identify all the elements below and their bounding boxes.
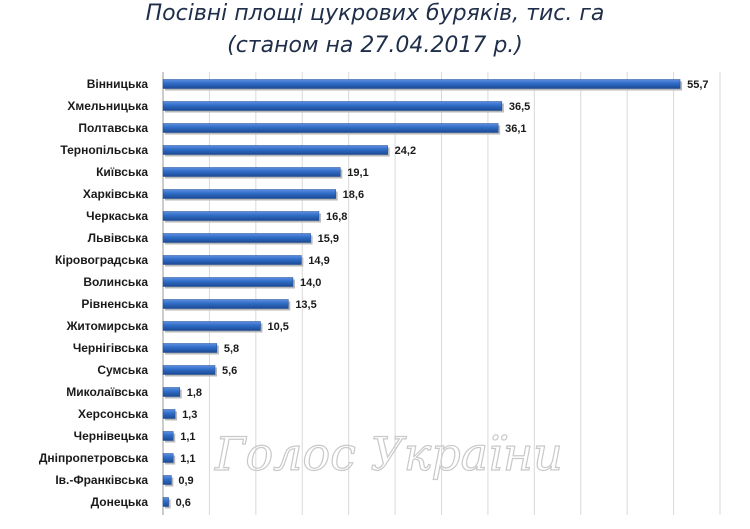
value-label: 5,6 xyxy=(222,365,237,377)
chart-title-line2: (станом на 27.04.2017 р.) xyxy=(227,33,523,58)
bar xyxy=(162,233,311,243)
category-label: Чернігівська xyxy=(73,341,148,355)
category-label: Рівненська xyxy=(81,297,148,311)
category-label: Дніпропетровська xyxy=(39,451,148,465)
category-label: Чернівецька xyxy=(74,429,149,443)
bar xyxy=(162,409,176,419)
category-label: Полтавська xyxy=(78,121,148,135)
bar xyxy=(162,497,169,507)
value-label: 16,8 xyxy=(326,211,347,223)
category-label: Сумська xyxy=(97,363,148,377)
bar xyxy=(162,101,503,111)
watermark-text: Голос України xyxy=(214,427,563,481)
bar xyxy=(162,475,172,485)
bars-group xyxy=(162,79,683,509)
value-label: 55,7 xyxy=(687,79,708,91)
value-label: 15,9 xyxy=(318,233,339,245)
category-label: Харківська xyxy=(83,187,148,201)
value-label: 18,6 xyxy=(343,189,364,201)
bar xyxy=(162,343,218,353)
bar xyxy=(162,211,320,221)
bar xyxy=(162,321,261,331)
category-label: Кіровоградська xyxy=(55,253,148,267)
labels-group: Вінницька 55,7 Хмельницька 36,5 Полтавська 36… xyxy=(39,77,709,509)
value-label: 36,1 xyxy=(505,123,526,135)
value-label: 0,9 xyxy=(178,475,193,487)
bar xyxy=(162,431,174,441)
bar xyxy=(162,277,294,287)
bar xyxy=(162,387,180,397)
bar xyxy=(162,167,341,177)
category-label: Волинська xyxy=(83,275,148,289)
value-label: 19,1 xyxy=(347,167,368,179)
category-label: Хмельницька xyxy=(67,99,148,113)
value-label: 14,0 xyxy=(300,277,321,289)
category-label: Київська xyxy=(96,165,148,179)
category-label: Миколаївська xyxy=(66,385,148,399)
category-label: Черкаська xyxy=(86,209,148,223)
category-label: Ів.-Франківська xyxy=(55,473,148,487)
bar xyxy=(162,145,388,155)
category-label: Житомирська xyxy=(66,319,149,333)
bar xyxy=(162,189,336,199)
bar xyxy=(162,299,289,309)
value-label: 1,8 xyxy=(187,387,202,399)
category-label: Херсонська xyxy=(78,407,148,421)
bar xyxy=(162,365,216,375)
value-label: 24,2 xyxy=(395,145,416,157)
bar xyxy=(162,79,681,89)
bar xyxy=(162,255,302,265)
value-label: 1,3 xyxy=(182,409,197,421)
value-label: 1,1 xyxy=(180,431,195,443)
value-label: 10,5 xyxy=(267,321,288,333)
value-label: 0,6 xyxy=(176,497,191,509)
value-label: 14,9 xyxy=(308,255,329,267)
value-label: 36,5 xyxy=(509,101,530,113)
value-label: 5,8 xyxy=(224,343,239,355)
chart-title-line1: Посівні площі цукрових буряків, тис. га xyxy=(145,1,605,26)
bar xyxy=(162,123,499,133)
value-label: 1,1 xyxy=(180,453,195,465)
category-label: Тернопільська xyxy=(60,143,148,157)
value-label: 13,5 xyxy=(295,299,316,311)
category-label: Львівська xyxy=(88,231,149,245)
bar xyxy=(162,453,174,463)
category-label: Донецька xyxy=(91,495,149,509)
category-label: Вінницька xyxy=(87,77,149,91)
